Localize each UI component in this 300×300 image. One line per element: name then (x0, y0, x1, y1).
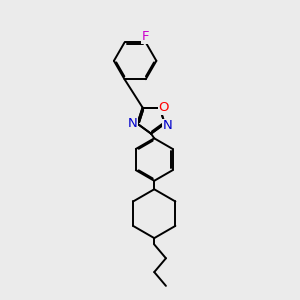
Text: N: N (163, 119, 173, 132)
Text: O: O (158, 101, 169, 114)
Text: N: N (128, 117, 137, 130)
Text: F: F (142, 30, 149, 43)
